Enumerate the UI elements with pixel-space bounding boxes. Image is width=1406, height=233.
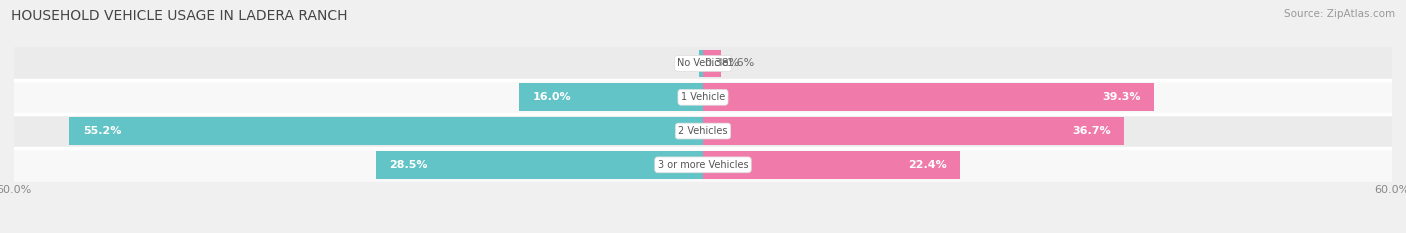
Bar: [69, 117, 703, 145]
Bar: [699, 50, 703, 77]
Text: 36.7%: 36.7%: [1071, 126, 1111, 136]
Bar: [14, 148, 1392, 182]
Text: 2 Vehicles: 2 Vehicles: [678, 126, 728, 136]
Bar: [14, 80, 1392, 114]
Text: 28.5%: 28.5%: [389, 160, 427, 170]
Bar: [703, 50, 721, 77]
Text: 55.2%: 55.2%: [83, 126, 121, 136]
Text: 3 or more Vehicles: 3 or more Vehicles: [658, 160, 748, 170]
Bar: [703, 83, 1154, 111]
Text: HOUSEHOLD VEHICLE USAGE IN LADERA RANCH: HOUSEHOLD VEHICLE USAGE IN LADERA RANCH: [11, 9, 347, 23]
Text: Source: ZipAtlas.com: Source: ZipAtlas.com: [1284, 9, 1395, 19]
Text: 22.4%: 22.4%: [908, 160, 946, 170]
Text: 39.3%: 39.3%: [1102, 92, 1140, 102]
Bar: [703, 151, 960, 179]
Text: 1 Vehicle: 1 Vehicle: [681, 92, 725, 102]
Bar: [375, 151, 703, 179]
Text: 0.38%: 0.38%: [704, 58, 740, 69]
Text: No Vehicle: No Vehicle: [678, 58, 728, 69]
Text: 16.0%: 16.0%: [533, 92, 572, 102]
Text: 1.6%: 1.6%: [727, 58, 755, 69]
Bar: [703, 117, 1125, 145]
Bar: [14, 47, 1392, 80]
Bar: [519, 83, 703, 111]
Bar: [14, 114, 1392, 148]
